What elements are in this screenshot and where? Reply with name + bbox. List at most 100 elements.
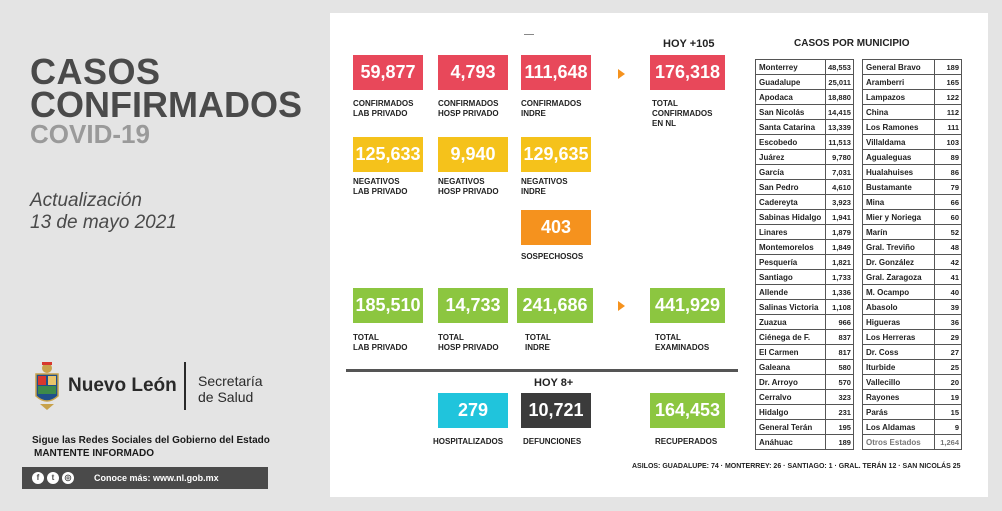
divider xyxy=(184,362,186,410)
municipio-row: Los Herreras 29 xyxy=(862,329,962,345)
municipio-cases: 966 xyxy=(825,314,854,330)
municipio-name: Dr. González xyxy=(862,254,935,270)
municipio-row: Rayones 19 xyxy=(862,389,962,405)
municipio-row: Cerralvo 323 xyxy=(755,389,854,405)
title-line2: CONFIRMADOS xyxy=(30,84,302,125)
municipio-cases: 9 xyxy=(934,419,962,435)
website-link[interactable]: Conoce más: www.nl.gob.mx xyxy=(94,473,219,483)
municipio-name: Mier y Noriega xyxy=(862,209,935,225)
municipio-name: Salinas Victoria xyxy=(755,299,826,315)
total-examinados-label: TOTAL EXAMINADOS xyxy=(655,333,710,352)
total-lab-privado-value: 185,510 xyxy=(353,288,423,323)
arrow-right-icon xyxy=(618,69,625,79)
municipio-cases: 79 xyxy=(934,179,962,195)
municipio-cases: 4,610 xyxy=(825,179,854,195)
municipio-name: El Carmen xyxy=(755,344,826,360)
municipio-row: Sabinas Hidalgo 1,941 xyxy=(755,209,854,225)
municipio-row: Hualahuises 86 xyxy=(862,164,962,180)
municipio-name: Higueras xyxy=(862,314,935,330)
municipio-row: Dr. Coss 27 xyxy=(862,344,962,360)
municipio-cases: 1,849 xyxy=(825,239,854,255)
municipio-name: Allende xyxy=(755,284,826,300)
municipio-cases: 103 xyxy=(934,134,962,150)
municipio-cases: 41 xyxy=(934,269,962,285)
municipio-row: Allende 1,336 xyxy=(755,284,854,300)
municipios-table-2: General Bravo 189 Aramberri 165 Lampazos 122 C… xyxy=(862,59,962,450)
municipio-row: San Nicolás 14,415 xyxy=(755,104,854,120)
municipio-name: Monterrey xyxy=(755,59,826,75)
municipio-cases: 122 xyxy=(934,89,962,105)
municipio-name: Zuazua xyxy=(755,314,826,330)
municipio-name: Guadalupe xyxy=(755,74,826,90)
municipio-row: Dr. González 42 xyxy=(862,254,962,270)
municipio-row: Mina 66 xyxy=(862,194,962,210)
municipio-name: Los Ramones xyxy=(862,119,935,135)
municipio-row: Abasolo 39 xyxy=(862,299,962,315)
municipio-row: General Bravo 189 xyxy=(862,59,962,75)
municipio-cases: 11,513 xyxy=(825,134,854,150)
municipio-row: San Pedro 4,610 xyxy=(755,179,854,195)
municipio-name: García xyxy=(755,164,826,180)
municipio-name: Galeana xyxy=(755,359,826,375)
total-confirmados-label: TOTAL CONFIRMADOS EN NL xyxy=(652,99,713,128)
municipio-cases: 1,941 xyxy=(825,209,854,225)
municipio-row: Juárez 9,780 xyxy=(755,149,854,165)
conf-lab-privado-label: CONFIRMADOS LAB PRIVADO xyxy=(353,99,414,118)
footer-bar: f t ◎ Conoce más: www.nl.gob.mx xyxy=(22,467,268,489)
municipio-name: Vallecillo xyxy=(862,374,935,390)
conf-lab-privado-value: 59,877 xyxy=(353,55,423,90)
municipio-cases: 323 xyxy=(825,389,854,405)
municipio-row: Linares 1,879 xyxy=(755,224,854,240)
update-date: 13 de mayo 2021 xyxy=(30,212,177,233)
municipio-cases: 189 xyxy=(825,434,854,450)
municipio-name: Hualahuises xyxy=(862,164,935,180)
municipio-row: Vallecillo 20 xyxy=(862,374,962,390)
municipio-cases: 570 xyxy=(825,374,854,390)
municipio-name: Hidalgo xyxy=(755,404,826,420)
total-hosp-privado-label: TOTAL HOSP PRIVADO xyxy=(438,333,499,352)
facebook-icon[interactable]: f xyxy=(32,472,44,484)
municipio-cases: 837 xyxy=(825,329,854,345)
conf-hosp-privado-label: CONFIRMADOS HOSP PRIVADO xyxy=(438,99,499,118)
municipio-row: Ciénega de F. 837 xyxy=(755,329,854,345)
municipio-row: Anáhuac 189 xyxy=(755,434,854,450)
municipio-name: Juárez xyxy=(755,149,826,165)
municipio-name: San Pedro xyxy=(755,179,826,195)
municipio-cases: 165 xyxy=(934,74,962,90)
municipio-name: Sabinas Hidalgo xyxy=(755,209,826,225)
municipio-cases: 3,923 xyxy=(825,194,854,210)
neg-hosp-privado-label: NEGATIVOS HOSP PRIVADO xyxy=(438,177,499,196)
title-line1: CASOS xyxy=(30,51,161,92)
municipio-row: Iturbide 25 xyxy=(862,359,962,375)
conf-indre-label: CONFIRMADOS INDRE xyxy=(521,99,582,118)
municipio-cases: 39 xyxy=(934,299,962,315)
municipio-row: Escobedo 11,513 xyxy=(755,134,854,150)
neg-indre-value: 129,635 xyxy=(521,137,591,172)
municipio-row: Mier y Noriega 60 xyxy=(862,209,962,225)
municipio-cases: 195 xyxy=(825,419,854,435)
left-header: CASOS CONFIRMADOS COVID-19 Actualización… xyxy=(0,0,330,511)
municipio-cases: 580 xyxy=(825,359,854,375)
municipio-row: Santiago 1,733 xyxy=(755,269,854,285)
sospechosos-label: SOSPECHOSOS xyxy=(521,252,584,261)
municipio-row: Montemorelos 1,849 xyxy=(755,239,854,255)
twitter-icon[interactable]: t xyxy=(47,472,59,484)
municipio-name: Agualeguas xyxy=(862,149,935,165)
municipio-cases: 48,553 xyxy=(825,59,854,75)
municipio-row: Monterrey 48,553 xyxy=(755,59,854,75)
municipio-cases: 1,264 xyxy=(934,434,962,450)
hoy-defunciones: HOY 8+ xyxy=(534,377,574,389)
neg-indre-label: NEGATIVOS INDRE xyxy=(521,177,568,196)
secretaria-line1: Secretaría xyxy=(198,373,263,389)
municipio-name: Otros Estados xyxy=(862,434,935,450)
municipio-name: Abasolo xyxy=(862,299,935,315)
secretaria-line2: de Salud xyxy=(198,389,254,405)
total-indre-label: TOTAL INDRE xyxy=(525,333,551,352)
municipio-name: Santa Catarina xyxy=(755,119,826,135)
instagram-icon[interactable]: ◎ xyxy=(62,472,74,484)
total-examinados-value: 441,929 xyxy=(650,288,725,323)
hospitalizados-value: 279 xyxy=(438,393,508,428)
municipio-row: Guadalupe 25,011 xyxy=(755,74,854,90)
municipio-cases: 66 xyxy=(934,194,962,210)
municipio-cases: 27 xyxy=(934,344,962,360)
